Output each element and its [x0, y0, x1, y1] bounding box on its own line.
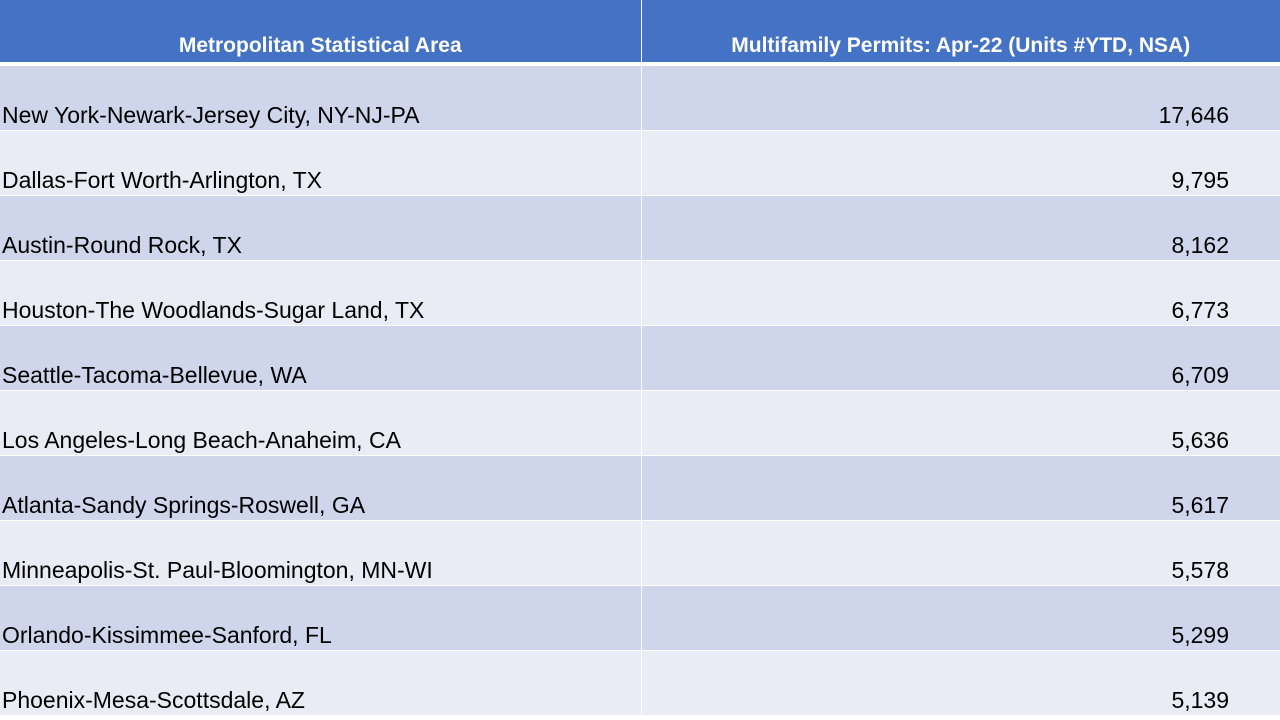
- permits-cell: 5,139: [640, 650, 1280, 716]
- permits-cell: 6,773: [640, 260, 1280, 326]
- permits-cell: 9,795: [640, 130, 1280, 196]
- permits-value: 9,795: [1171, 167, 1229, 193]
- table-row: Austin-Round Rock, TX 8,162: [0, 195, 1280, 261]
- msa-name: Phoenix-Mesa-Scottsdale, AZ: [2, 687, 305, 713]
- msa-name: Austin-Round Rock, TX: [2, 232, 242, 258]
- msa-cell: Phoenix-Mesa-Scottsdale, AZ: [0, 650, 641, 716]
- table-row: Los Angeles-Long Beach-Anaheim, CA 5,636: [0, 390, 1280, 456]
- permits-cell: 5,617: [640, 455, 1280, 521]
- permits-value: 5,636: [1171, 427, 1229, 453]
- msa-name: New York-Newark-Jersey City, NY-NJ-PA: [2, 102, 420, 128]
- permits-cell: 5,578: [640, 520, 1280, 586]
- msa-cell: New York-Newark-Jersey City, NY-NJ-PA: [0, 64, 641, 131]
- table-row: New York-Newark-Jersey City, NY-NJ-PA 17…: [0, 64, 1280, 131]
- msa-name: Houston-The Woodlands-Sugar Land, TX: [2, 297, 425, 323]
- table-row: Atlanta-Sandy Springs-Roswell, GA 5,617: [0, 455, 1280, 521]
- msa-cell: Seattle-Tacoma-Bellevue, WA: [0, 325, 641, 391]
- msa-cell: Minneapolis-St. Paul-Bloomington, MN-WI: [0, 520, 641, 586]
- msa-cell: Los Angeles-Long Beach-Anaheim, CA: [0, 390, 641, 456]
- permits-value: 5,139: [1171, 687, 1229, 713]
- table-row: Orlando-Kissimmee-Sanford, FL 5,299: [0, 585, 1280, 651]
- permits-value: 6,709: [1171, 362, 1229, 388]
- header-msa-label: Metropolitan Statistical Area: [178, 34, 462, 57]
- permits-value: 8,162: [1171, 232, 1229, 258]
- table-row: Dallas-Fort Worth-Arlington, TX 9,795: [0, 130, 1280, 196]
- table-row: Minneapolis-St. Paul-Bloomington, MN-WI …: [0, 520, 1280, 586]
- msa-cell: Houston-The Woodlands-Sugar Land, TX: [0, 260, 641, 326]
- permits-value: 17,646: [1158, 102, 1229, 128]
- permits-value: 6,773: [1171, 297, 1229, 323]
- permits-cell: 17,646: [640, 64, 1280, 131]
- header-row: Metropolitan Statistical Area Multifamil…: [0, 0, 1280, 66]
- permits-cell: 5,636: [640, 390, 1280, 456]
- msa-cell: Atlanta-Sandy Springs-Roswell, GA: [0, 455, 641, 521]
- permits-value: 5,617: [1171, 492, 1229, 518]
- table-header: Metropolitan Statistical Area Multifamil…: [0, 0, 1280, 66]
- header-permits-label: Multifamily Permits: Apr-22 (Units #YTD,…: [731, 34, 1191, 57]
- permits-cell: 6,709: [640, 325, 1280, 391]
- msa-name: Dallas-Fort Worth-Arlington, TX: [2, 167, 322, 193]
- msa-name: Orlando-Kissimmee-Sanford, FL: [2, 622, 332, 648]
- table-row: Houston-The Woodlands-Sugar Land, TX 6,7…: [0, 260, 1280, 326]
- permits-cell: 8,162: [640, 195, 1280, 261]
- permits-cell: 5,299: [640, 585, 1280, 651]
- table-row: Phoenix-Mesa-Scottsdale, AZ 5,139: [0, 650, 1280, 716]
- msa-name: Atlanta-Sandy Springs-Roswell, GA: [2, 492, 366, 518]
- table-row: Seattle-Tacoma-Bellevue, WA 6,709: [0, 325, 1280, 391]
- msa-cell: Orlando-Kissimmee-Sanford, FL: [0, 585, 641, 651]
- msa-name: Seattle-Tacoma-Bellevue, WA: [2, 362, 307, 388]
- header-msa: Metropolitan Statistical Area: [0, 0, 641, 66]
- msa-cell: Dallas-Fort Worth-Arlington, TX: [0, 130, 641, 196]
- msa-name: Los Angeles-Long Beach-Anaheim, CA: [2, 427, 401, 453]
- header-permits: Multifamily Permits: Apr-22 (Units #YTD,…: [640, 0, 1280, 66]
- msa-cell: Austin-Round Rock, TX: [0, 195, 641, 261]
- permits-value: 5,299: [1171, 622, 1229, 648]
- permits-value: 5,578: [1171, 557, 1229, 583]
- msa-name: Minneapolis-St. Paul-Bloomington, MN-WI: [2, 557, 433, 583]
- table-body: New York-Newark-Jersey City, NY-NJ-PA 17…: [0, 64, 1280, 716]
